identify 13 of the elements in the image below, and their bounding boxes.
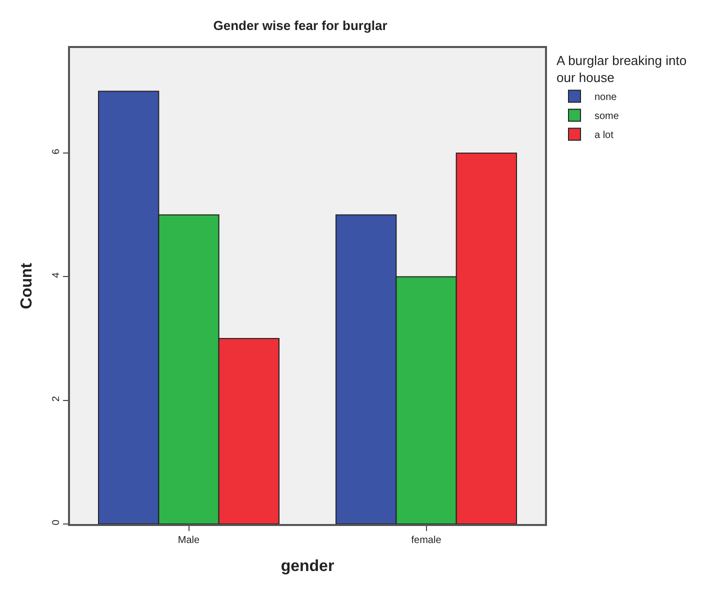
legend-label: a lot <box>594 130 614 142</box>
x-axis-title: gender <box>280 558 334 576</box>
y-tick-label: 6 <box>51 148 62 154</box>
x-tick-label: Male <box>178 535 200 546</box>
y-tick-label: 0 <box>51 519 62 526</box>
legend-title: A burglar breaking into our house <box>556 52 687 85</box>
y-tick-label: 4 <box>51 272 62 278</box>
legend-label: none <box>594 92 618 104</box>
chart-title: Gender wise fear for burglar <box>213 18 388 34</box>
legend-label: some <box>594 111 620 122</box>
y-tick-label: 2 <box>51 396 62 402</box>
x-tick-label: female <box>411 535 442 546</box>
y-axis-title: Count <box>18 262 36 310</box>
